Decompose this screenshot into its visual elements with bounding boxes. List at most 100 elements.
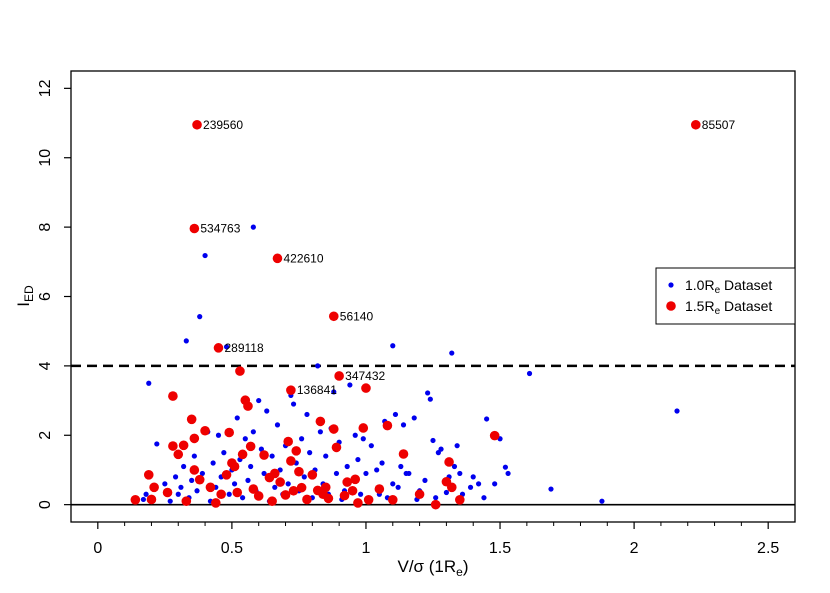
reference-lines <box>71 364 795 506</box>
point-1-0re <box>146 380 152 386</box>
point-1-0re <box>178 484 184 490</box>
point-1-5re <box>302 494 312 505</box>
point-1-0re <box>526 370 533 377</box>
point-1-0re <box>352 432 358 438</box>
point-1-0re <box>175 491 181 497</box>
legend-box <box>655 267 796 325</box>
point-1-0re <box>307 450 313 456</box>
legend-label-1-0re: 1.0Re Dataset <box>685 277 772 296</box>
point-1-0re <box>183 338 189 344</box>
series-1-0re <box>140 224 680 504</box>
point-1-5re <box>296 482 307 493</box>
point-1-0re <box>422 477 428 483</box>
point-1-5re <box>168 441 178 451</box>
point-1-5re <box>272 253 283 264</box>
point-1-5re <box>342 477 352 487</box>
point-1-5re <box>361 383 371 393</box>
point-1-0re <box>194 488 200 494</box>
y-axis-label: IED <box>14 285 36 307</box>
annotation-label: 289118 <box>224 341 263 355</box>
point-1-5re <box>382 420 393 431</box>
point-1-5re <box>286 385 296 395</box>
y-axis: 0 2 4 6 8 10 12 <box>37 79 71 509</box>
point-1-0re <box>505 470 511 477</box>
point-1-0re <box>143 491 149 497</box>
point-1-5re <box>398 449 409 459</box>
point-1-5re <box>414 489 425 500</box>
point-1-0re <box>199 470 205 477</box>
x-axis-label: V/σ (1Re) <box>397 557 468 579</box>
point-1-5re <box>334 371 344 381</box>
point-1-5re <box>245 441 256 452</box>
point-1-5re <box>307 470 318 480</box>
point-1-5re <box>248 484 259 494</box>
point-1-0re <box>250 224 256 230</box>
point-1-0re <box>315 363 321 369</box>
point-1-0re <box>299 436 305 442</box>
point-1-0re <box>189 477 195 483</box>
point-1-5re <box>189 465 200 475</box>
annotation-label: 534763 <box>200 222 240 236</box>
point-1-5re <box>221 470 232 480</box>
point-1-0re <box>240 495 246 501</box>
point-1-5re <box>229 461 240 472</box>
y-tick-label: 8 <box>37 223 54 232</box>
point-1-5re <box>455 494 465 505</box>
point-1-0re <box>226 491 232 497</box>
point-1-5re <box>283 436 294 447</box>
point-1-0re <box>379 460 385 466</box>
annotation-label: 347432 <box>345 369 385 383</box>
point-1-0re <box>269 453 275 459</box>
point-1-0re <box>248 463 254 470</box>
point-1-0re <box>363 470 369 477</box>
point-1-5re <box>130 494 141 505</box>
point-1-5re <box>328 311 339 322</box>
point-1-0re <box>355 456 361 463</box>
point-1-0re <box>162 481 168 487</box>
point-1-0re <box>368 443 374 449</box>
point-1-0re <box>301 474 307 480</box>
point-1-0re <box>674 408 680 414</box>
point-1-5re <box>149 482 159 493</box>
point-1-5re <box>213 343 224 353</box>
annotation-label: 56140 <box>340 309 374 323</box>
point-1-5re <box>232 487 243 498</box>
point-1-0re <box>443 489 450 496</box>
x-tick-label: 0.5 <box>221 540 243 557</box>
point-1-5re <box>275 477 285 487</box>
y-tick-label: 12 <box>37 79 54 97</box>
point-1-0re <box>358 491 364 497</box>
point-1-5re <box>374 484 385 494</box>
y-tick-label: 10 <box>37 149 54 167</box>
point-1-5re <box>194 474 205 485</box>
point-1-0re <box>140 496 146 503</box>
point-1-0re <box>290 401 297 407</box>
point-1-0re <box>390 343 396 349</box>
point-1-5re <box>267 496 277 506</box>
point-1-5re <box>189 433 200 444</box>
point-1-5re <box>446 482 457 493</box>
point-1-5re <box>291 446 302 456</box>
point-1-0re <box>390 481 396 487</box>
point-1-0re <box>223 344 230 350</box>
annotation-label: 136841 <box>297 383 337 397</box>
point-1-0re <box>231 481 238 487</box>
point-1-0re <box>154 441 160 447</box>
legend-label-1-5re: 1.5Re Dataset <box>685 298 772 317</box>
point-1-5re <box>189 223 200 234</box>
point-1-5re <box>224 427 235 438</box>
point-1-0re <box>234 415 240 421</box>
point-1-5re <box>186 414 197 425</box>
point-1-5re <box>320 482 331 493</box>
point-1-0re <box>430 437 436 444</box>
series-1-5re <box>130 119 701 510</box>
point-1-0re <box>333 470 340 477</box>
point-1-5re <box>143 470 154 480</box>
y-tick-label: 6 <box>37 292 54 301</box>
point-1-5re <box>690 119 701 130</box>
point-1-5re <box>146 494 157 505</box>
point-1-0re <box>210 460 216 466</box>
point-1-5re <box>294 466 304 477</box>
point-1-0re <box>360 436 366 442</box>
legend: 1.0Re Dataset 1.5Re Dataset <box>655 267 796 325</box>
